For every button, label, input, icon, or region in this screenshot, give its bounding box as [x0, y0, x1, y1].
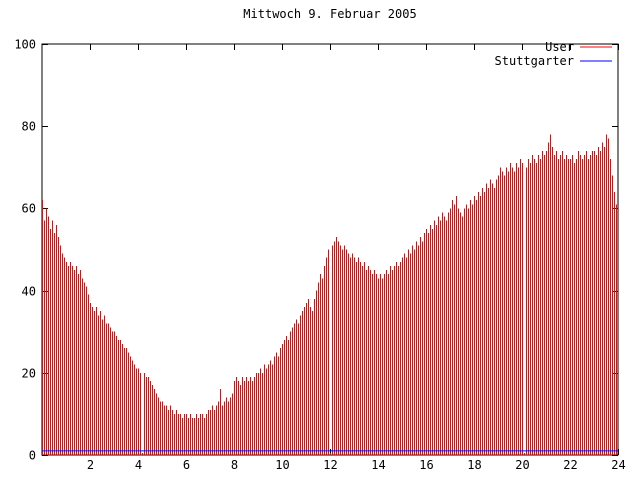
x-tick-label: 14: [371, 458, 385, 472]
x-tick-label: 4: [135, 458, 142, 472]
x-tick-label: 22: [563, 458, 577, 472]
y-tick-label: 60: [22, 202, 36, 216]
x-tick-label: 18: [467, 458, 481, 472]
x-tick-label: 2: [87, 458, 94, 472]
x-tick-label: 16: [419, 458, 433, 472]
x-tick-label: 6: [183, 458, 190, 472]
x-tick-label: 20: [515, 458, 529, 472]
x-tick-label: 10: [275, 458, 289, 472]
legend-label-user: User: [545, 40, 574, 54]
x-tick-label: 24: [611, 458, 625, 472]
y-tick-label: 40: [22, 285, 36, 299]
x-tick-label: 12: [323, 458, 337, 472]
y-tick-label: 100: [14, 38, 36, 52]
user-impulses-series: [42, 134, 617, 455]
legend-label-stuttgarter: Stuttgarter: [495, 54, 574, 68]
legend: User Stuttgarter: [495, 40, 612, 68]
y-tick-label: 80: [22, 120, 36, 134]
y-tick-label: 20: [22, 367, 36, 381]
series-group: [42, 134, 618, 455]
x-tick-label: 8: [231, 458, 238, 472]
y-tick-label: 0: [29, 449, 36, 463]
chart-title: Mittwoch 9. Februar 2005: [243, 7, 416, 21]
